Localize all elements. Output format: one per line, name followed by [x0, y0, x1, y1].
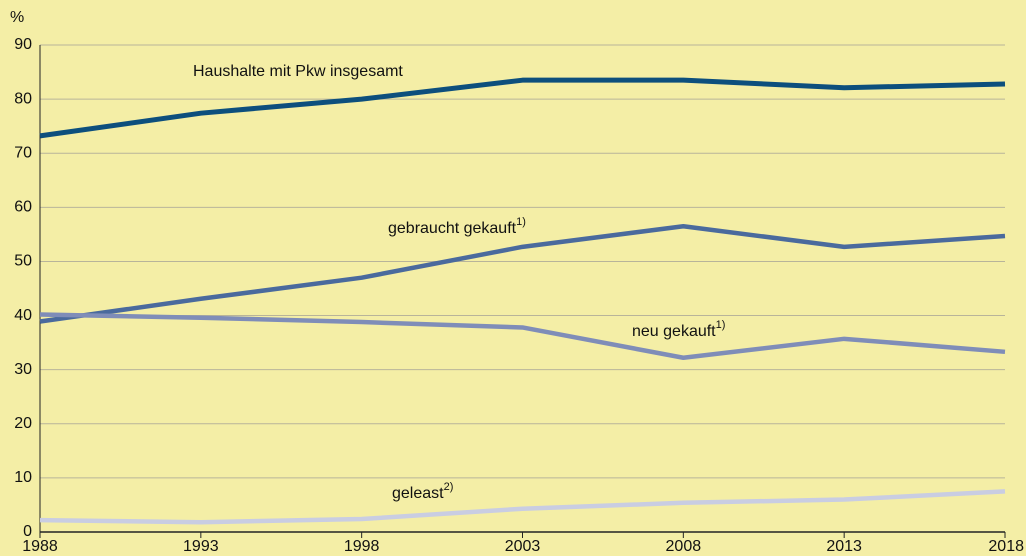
series-line	[39, 312, 1006, 361]
y-tick-label: 50	[14, 253, 32, 270]
series-label-name: geleast	[392, 485, 444, 502]
series-label-name: neu gekauft	[632, 323, 716, 340]
series-label: gebraucht gekauft1)	[388, 216, 526, 237]
series-label-note: 1)	[716, 319, 726, 331]
y-tick-label: 10	[14, 469, 32, 486]
series-label-note: 1)	[516, 216, 526, 228]
series-label: Haushalte mit Pkw insgesamt	[193, 63, 403, 80]
x-tick-label: 2013	[826, 538, 862, 555]
series-label: geleast2)	[392, 481, 453, 502]
series-label-name: Haushalte mit Pkw insgesamt	[193, 63, 403, 80]
x-tick-label: 1988	[22, 538, 58, 555]
x-tick-label: 2003	[505, 538, 541, 555]
x-tick-label: 1993	[183, 538, 219, 555]
series-label-name: gebraucht gekauft	[388, 220, 517, 237]
series-label: neu gekauft1)	[632, 319, 725, 340]
series-line	[39, 77, 1006, 139]
x-tick-label: 1998	[344, 538, 380, 555]
x-tick-label: 2018	[988, 538, 1024, 555]
y-axis-label: %	[10, 9, 24, 26]
y-tick-label: 60	[14, 199, 32, 216]
y-tick-label: 40	[14, 307, 32, 324]
y-tick-label: 30	[14, 361, 32, 378]
series-line	[39, 489, 1006, 525]
y-tick-label: 90	[14, 36, 32, 53]
y-tick-label: 80	[14, 90, 32, 107]
y-tick-label: 70	[14, 144, 32, 161]
series-line	[39, 224, 1006, 324]
x-tick-label: 2008	[666, 538, 702, 555]
series-label-note: 2)	[444, 481, 454, 493]
y-tick-label: 20	[14, 415, 32, 432]
y-tick-label: 0	[23, 523, 32, 540]
